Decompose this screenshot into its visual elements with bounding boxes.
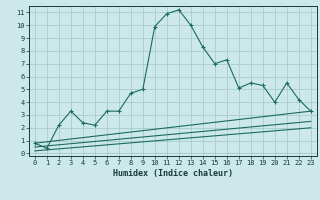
X-axis label: Humidex (Indice chaleur): Humidex (Indice chaleur) <box>113 169 233 178</box>
